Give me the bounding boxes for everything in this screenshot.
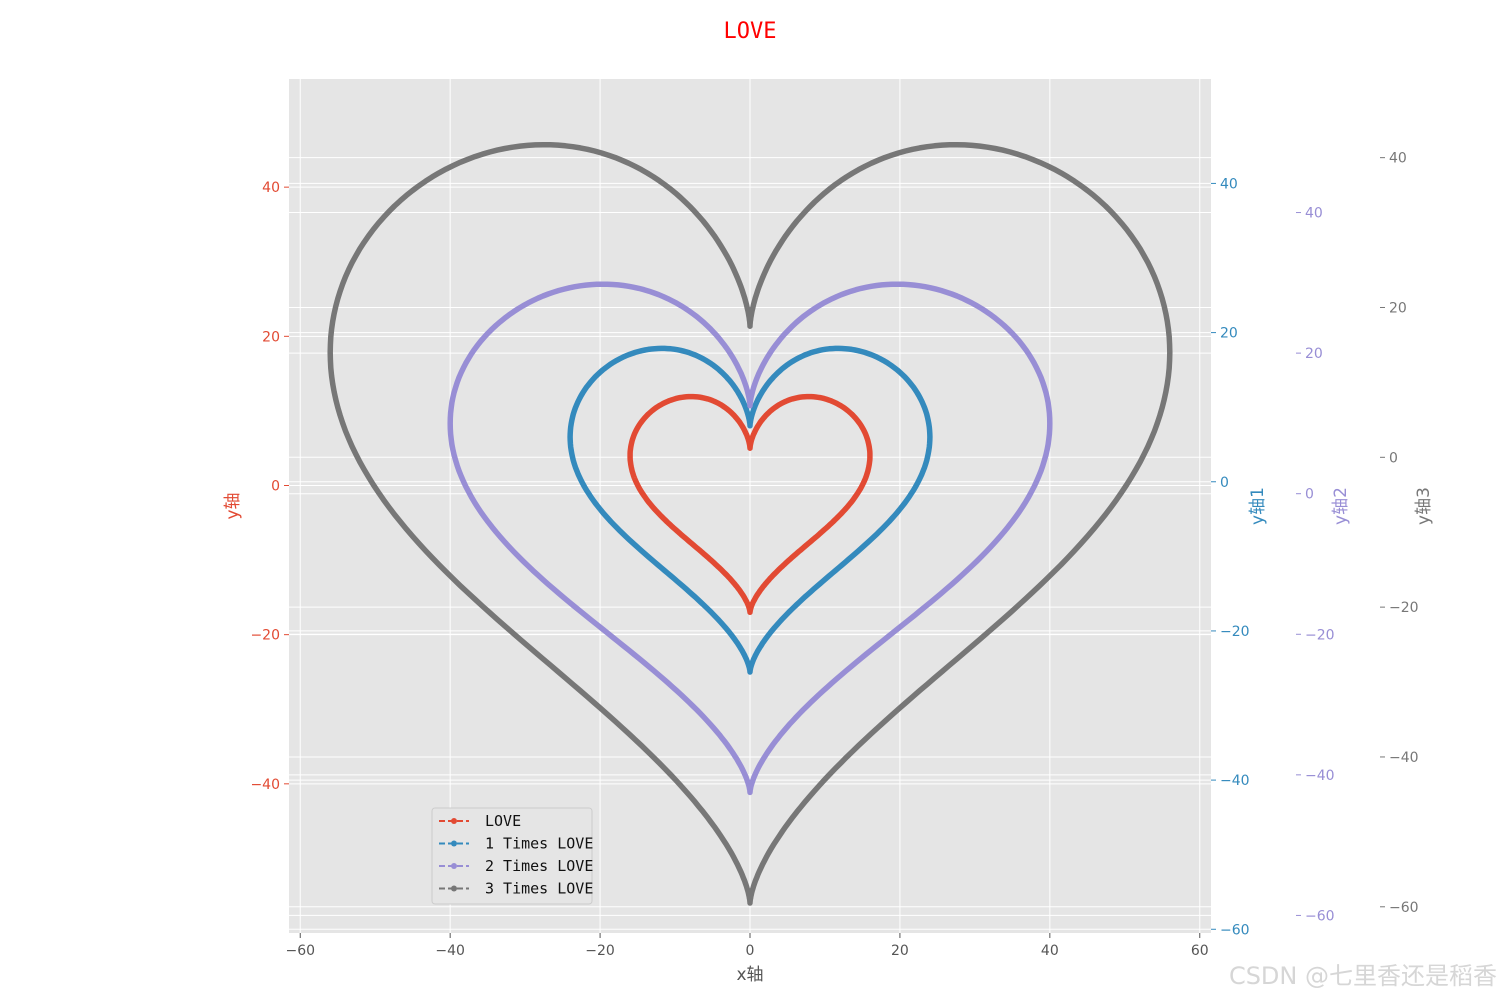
x-tick-label: 20 xyxy=(891,943,909,959)
y-tick-label-y: −20 xyxy=(250,628,280,644)
y-tick-label-y1: 20 xyxy=(1220,326,1238,342)
y-tick-label-y3: −40 xyxy=(1389,750,1419,766)
legend-marker-0 xyxy=(451,818,457,824)
chart-title: LOVE xyxy=(724,19,777,44)
y-tick-label-y3: 20 xyxy=(1389,300,1407,316)
legend-label-1: 1 Times LOVE xyxy=(485,835,593,853)
x-tick-label: 40 xyxy=(1041,943,1059,959)
x-axis-label: x轴 xyxy=(736,965,763,985)
y-tick-label-y3: 0 xyxy=(1389,450,1398,466)
y-tick-label-y: 40 xyxy=(262,180,280,196)
y-tick-label-y: 20 xyxy=(262,329,280,345)
y-tick-label-y: −40 xyxy=(250,777,280,793)
y-tick-label-y1: −60 xyxy=(1220,922,1250,938)
y-axis-label-y3: y轴3 xyxy=(1414,487,1434,525)
y-tick-label-y1: −40 xyxy=(1220,773,1250,789)
y-tick-label-y3: −20 xyxy=(1389,600,1419,616)
grid-lines xyxy=(289,79,1211,933)
y-tick-label-y1: −20 xyxy=(1220,624,1250,640)
x-tick-label: 60 xyxy=(1191,943,1209,959)
legend-marker-2 xyxy=(451,863,457,869)
x-tick-label: 0 xyxy=(746,943,755,959)
y-tick-label-y3: 40 xyxy=(1389,151,1407,167)
legend-marker-1 xyxy=(451,840,457,847)
y-tick-label-y2: −40 xyxy=(1305,768,1335,784)
x-tick-label: −40 xyxy=(435,943,465,959)
legend: LOVE 1 Times LOVE 2 Times LOVE 3 Times LOVE xyxy=(431,807,593,905)
legend-label-2: 2 Times LOVE xyxy=(485,857,593,875)
y-tick-label-y: 0 xyxy=(271,478,280,494)
y-tick-label-y2: −20 xyxy=(1305,627,1335,643)
y-axes: −40 −20 0 20 40 y轴 −60 −40 −20 0 20 40 y轴1 −60 −40 −20 0… xyxy=(223,151,1434,939)
y-axis-label-y2: y轴2 xyxy=(1331,487,1351,525)
y-tick-label-y2: 40 xyxy=(1305,206,1323,222)
y-tick-label-y1: 40 xyxy=(1220,176,1238,192)
series-line-3 xyxy=(327,141,1173,906)
legend-marker-3 xyxy=(451,885,457,892)
x-axis: −60 −40 −20 0 20 40 60 xyxy=(285,933,1209,959)
series-layer xyxy=(327,141,1173,906)
x-tick-label: −20 xyxy=(585,943,615,959)
y-tick-label-y2: 20 xyxy=(1305,346,1323,362)
y-tick-label-y2: −60 xyxy=(1305,908,1335,924)
watermark-text: CSDN @七里香还是稻香 xyxy=(1229,962,1497,990)
series-line-2 xyxy=(447,281,1053,796)
y-tick-label-y3: −60 xyxy=(1389,900,1419,916)
y-tick-label-y1: 0 xyxy=(1220,475,1229,491)
y-axis-label-y: y轴 xyxy=(223,492,243,519)
series-line-1 xyxy=(567,345,933,675)
x-tick-label: −60 xyxy=(285,943,315,959)
legend-label-3: 3 Times LOVE xyxy=(485,880,593,898)
y-axis-label-y1: y轴1 xyxy=(1248,487,1268,525)
series-line-0 xyxy=(627,393,873,616)
legend-box xyxy=(431,807,593,905)
y-tick-label-y2: 0 xyxy=(1305,487,1314,503)
legend-label-0: LOVE xyxy=(485,812,521,830)
